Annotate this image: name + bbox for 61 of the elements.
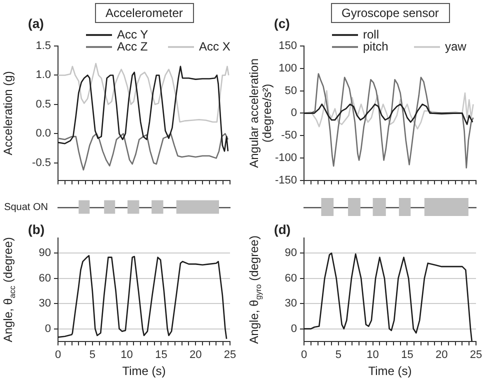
chart-title: Accelerometer (94, 3, 194, 23)
bar (348, 198, 360, 216)
y-tick-label: -0.5 (32, 156, 51, 169)
legend-label: Acc Z (117, 39, 148, 54)
y-axis-title: Angle, θgyro (degree) (247, 236, 263, 344)
x-tick-label: 20 (189, 349, 202, 362)
chart-title: Gyroscope sensor (330, 3, 450, 23)
y-axis-title: Acceleration (g) (1, 71, 15, 156)
legend-label: pitch (363, 39, 388, 54)
y-tick-label: Squat ON (4, 202, 48, 213)
text: (b) (28, 222, 45, 237)
y-tick-label: 50 (284, 84, 297, 97)
x-tick-label: 10 (366, 349, 379, 362)
legend-label: Acc X (199, 39, 230, 54)
bar (104, 200, 116, 214)
y-tick-label: -150 (274, 174, 297, 186)
x-tick-label: 5 (89, 349, 96, 362)
y-axis-title: Angular acceleration (degree/s²) (247, 58, 274, 168)
x-tick-label: 25 (224, 349, 236, 362)
y-tick-label: 90 (284, 247, 297, 260)
y-tick-label: 150 (278, 40, 297, 52)
bar (398, 198, 411, 216)
y-tick-label: -100 (274, 152, 297, 164)
x-tick-label: 10 (120, 349, 133, 362)
y-axis-title: Angle, θacc (degree) (1, 237, 17, 342)
y-tick-label: 90 (38, 247, 51, 260)
y-tick-label: 0.0 (36, 128, 51, 140)
legend-label: Acc Y (117, 27, 148, 42)
y-tick-label: 60 (38, 272, 51, 284)
x-tick-label: 25 (470, 349, 482, 362)
x-axis-title: Time (s) (122, 364, 166, 378)
y-tick-label: 30 (38, 298, 51, 310)
y-tick-label: 0.5 (36, 98, 51, 110)
y-tick-label: 100 (278, 62, 297, 74)
x-tick-label: 0 (300, 349, 308, 362)
y-tick-label: -50 (281, 130, 297, 142)
x-axis-title: Time (s) (368, 364, 412, 378)
bar (321, 198, 334, 216)
bar (127, 200, 140, 214)
y-tick-label: 1.0 (36, 69, 51, 82)
bar (152, 200, 164, 214)
y-tick-label: 0 (290, 107, 297, 120)
bar (176, 200, 219, 214)
x-tick-label: 20 (435, 349, 448, 362)
y-tick-label: 0 (44, 322, 51, 335)
x-tick-label: 15 (155, 349, 168, 362)
bar (78, 200, 90, 214)
legend-label: roll (363, 27, 380, 42)
text: (c) (274, 16, 290, 31)
text: (d) (274, 222, 291, 237)
bar (424, 198, 468, 216)
y-tick-label: 0 (290, 322, 297, 335)
text: (a) (28, 16, 44, 31)
x-tick-label: 15 (401, 349, 414, 362)
bar (372, 198, 386, 216)
x-tick-label: 0 (54, 349, 62, 362)
y-tick-label: 30 (284, 298, 297, 310)
legend-label: yaw (445, 39, 467, 54)
x-tick-label: 5 (335, 349, 342, 362)
y-tick-label: 60 (284, 272, 297, 284)
y-tick-label: 1.5 (36, 40, 51, 52)
